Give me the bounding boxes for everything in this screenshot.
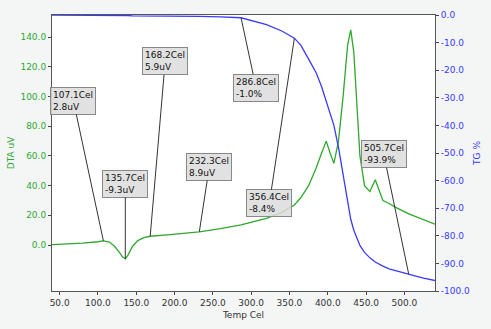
svg-text:232.3Cel8.9uV: 232.3Cel8.9uV	[189, 156, 229, 178]
svg-text:350.0: 350.0	[277, 298, 303, 308]
svg-text:100.0: 100.0	[20, 92, 46, 102]
svg-text:300.0: 300.0	[238, 298, 264, 308]
svg-text:120.0: 120.0	[20, 62, 46, 72]
svg-text:500.0: 500.0	[391, 298, 417, 308]
svg-text:135.7Cel-9.3uV: 135.7Cel-9.3uV	[105, 173, 145, 195]
svg-text:140.0: 140.0	[20, 32, 46, 42]
svg-text:-40.0: -40.0	[441, 121, 465, 131]
svg-text:400.0: 400.0	[315, 298, 341, 308]
svg-text:-10.0: -10.0	[441, 38, 465, 48]
svg-text:-100.0: -100.0	[441, 286, 470, 296]
svg-text:505.7Cel-93.9%: 505.7Cel-93.9%	[364, 143, 404, 165]
svg-text:250.0: 250.0	[200, 298, 226, 308]
svg-text:356.4Cel-8.4%: 356.4Cel-8.4%	[249, 192, 289, 214]
svg-text:150.0: 150.0	[123, 298, 149, 308]
svg-text:-70.0: -70.0	[441, 203, 465, 213]
svg-text:-90.0: -90.0	[441, 259, 465, 269]
svg-text:-20.0: -20.0	[441, 65, 465, 75]
svg-text:286.8Cel-1.0%: 286.8Cel-1.0%	[236, 77, 276, 99]
svg-text:-60.0: -60.0	[441, 176, 465, 186]
svg-text:450.0: 450.0	[353, 298, 379, 308]
svg-text:107.1Cel2.8uV: 107.1Cel2.8uV	[53, 90, 93, 112]
svg-text:20.0: 20.0	[26, 210, 46, 220]
svg-text:200.0: 200.0	[162, 298, 188, 308]
svg-text:100.0: 100.0	[85, 298, 111, 308]
svg-text:DTA uV: DTA uV	[6, 136, 16, 169]
svg-text:60.0: 60.0	[26, 151, 46, 161]
svg-text:0.0: 0.0	[441, 10, 456, 20]
svg-text:80.0: 80.0	[26, 121, 46, 131]
svg-text:Temp Cel: Temp Cel	[222, 310, 264, 320]
svg-text:50.0: 50.0	[50, 298, 70, 308]
svg-text:168.2Cel5.9uV: 168.2Cel5.9uV	[145, 50, 185, 72]
svg-text:-80.0: -80.0	[441, 231, 465, 241]
svg-text:0.0: 0.0	[32, 240, 47, 250]
svg-text:-30.0: -30.0	[441, 93, 465, 103]
svg-text:-50.0: -50.0	[441, 148, 465, 158]
svg-text:40.0: 40.0	[26, 181, 46, 191]
svg-text:TG %: TG %	[472, 141, 482, 166]
